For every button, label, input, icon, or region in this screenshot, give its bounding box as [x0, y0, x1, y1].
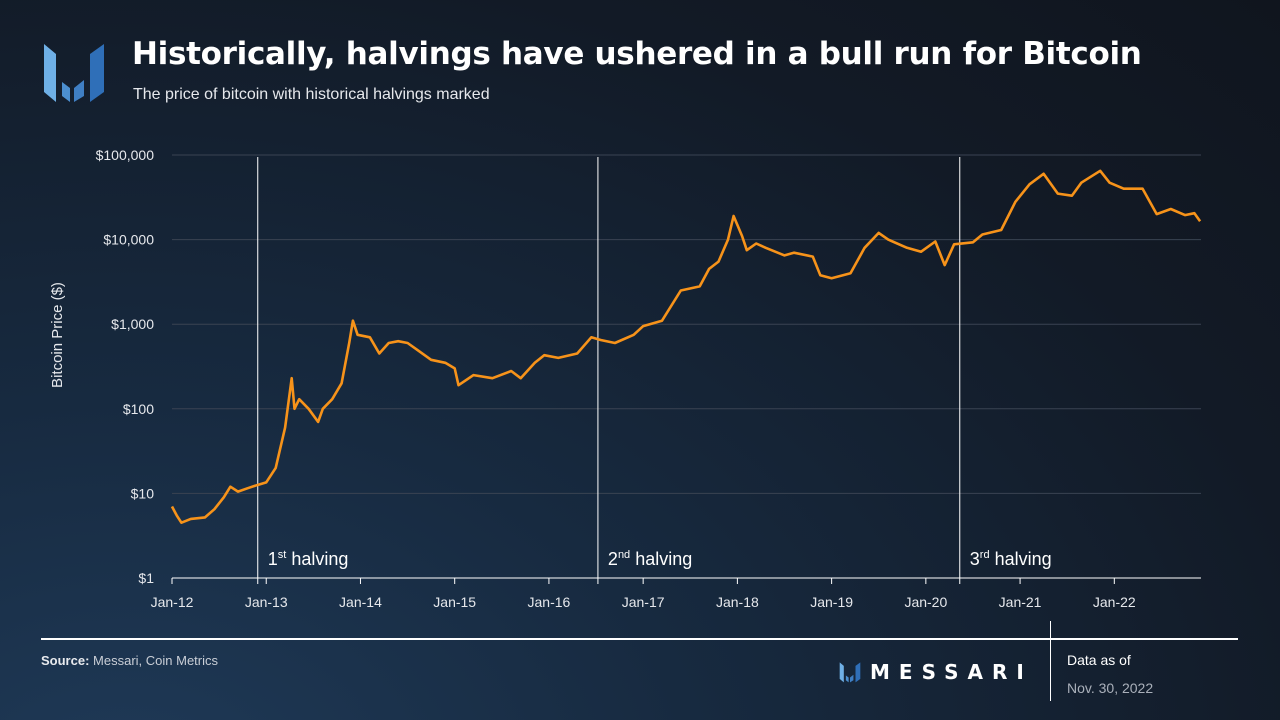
x-tick-label: Jan-12 — [151, 594, 194, 610]
chart-subtitle: The price of bitcoin with historical hal… — [133, 86, 490, 103]
y-tick-label: $100,000 — [96, 147, 155, 163]
chart-title: Historically, halvings have ushered in a… — [132, 36, 1142, 72]
x-tick-label: Jan-21 — [999, 594, 1042, 610]
messari-mark-icon — [839, 662, 861, 683]
data-as-of-date: Nov. 30, 2022 — [1067, 680, 1154, 696]
x-tick-label: Jan-20 — [904, 594, 947, 610]
halving-label-2: 2nd halving — [608, 549, 692, 569]
x-tick-label: Jan-15 — [433, 594, 476, 610]
data-as-of-label: Data as of — [1067, 652, 1131, 668]
source-note: Source: Messari, Coin Metrics — [41, 653, 218, 668]
messari-brand: MESSARI — [838, 660, 1033, 684]
x-tick-label: Jan-22 — [1093, 594, 1136, 610]
y-tick-label: $1,000 — [111, 316, 154, 332]
x-tick-label: Jan-18 — [716, 594, 759, 610]
halving-label-1: 1st halving — [268, 549, 349, 569]
source-text: Messari, Coin Metrics — [93, 653, 218, 668]
footer-vertical-divider — [1050, 621, 1051, 701]
source-label: Source: — [41, 653, 90, 668]
x-tick-label: Jan-16 — [528, 594, 571, 610]
y-tick-label: $10 — [131, 485, 155, 501]
x-tick-label: Jan-17 — [622, 594, 665, 610]
halving-label-3: 3rd halving — [970, 549, 1052, 569]
messari-logo — [40, 40, 108, 108]
y-axis-label: Bitcoin Price ($) — [49, 282, 66, 388]
price-line — [170, 169, 1202, 525]
x-tick-label: Jan-19 — [810, 594, 853, 610]
y-tick-label: $100 — [123, 401, 154, 417]
brand-wordmark: MESSARI — [870, 660, 1033, 684]
x-tick-label: Jan-14 — [339, 594, 382, 610]
footer-divider — [41, 638, 1238, 640]
y-tick-label: $10,000 — [103, 232, 154, 248]
y-tick-label: $1 — [138, 570, 154, 586]
x-tick-label: Jan-13 — [245, 594, 288, 610]
